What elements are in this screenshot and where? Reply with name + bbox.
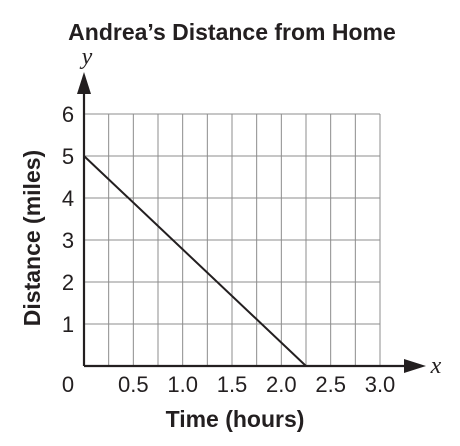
chart-title: Andrea’s Distance from Home [68,19,396,45]
y-tick-label: 4 [62,186,74,211]
x-tick-label: 3.0 [365,372,396,397]
y-tick-label: 6 [62,102,74,127]
series-line [83,155,307,367]
x-axis-arrowhead [404,359,426,373]
x-axis-variable: x [430,353,442,379]
x-tick-label: 1.5 [217,372,248,397]
x-tick-label: 2.5 [315,372,346,397]
x-tick-label: 0.5 [118,372,149,397]
origin-label: 0 [62,372,74,397]
y-tick-label: 1 [62,312,74,337]
axes [77,72,426,373]
y-axis-arrowhead [77,72,91,94]
tick-labels: 0.5 1.0 1.5 2.0 2.5 3.0 1 2 3 4 5 6 [62,102,395,397]
grid [84,113,381,366]
y-axis-title: Distance (miles) [19,150,45,326]
y-tick-label: 3 [62,228,74,253]
series [83,155,307,367]
y-tick-label: 5 [62,144,74,169]
y-tick-label: 2 [62,270,74,295]
x-tick-label: 2.0 [266,372,297,397]
x-tick-label: 1.0 [167,372,198,397]
x-axis-title: Time (hours) [166,406,305,432]
y-axis-variable: y [80,44,93,70]
